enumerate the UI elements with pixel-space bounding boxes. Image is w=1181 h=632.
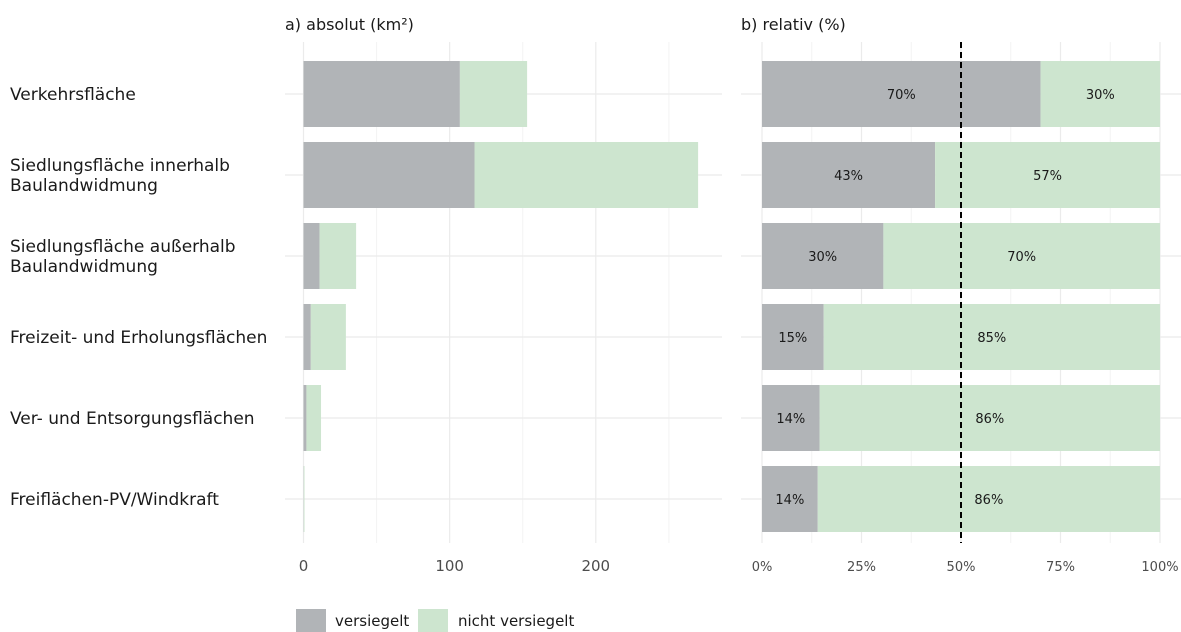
panel-b-bar-nicht-versiegelt xyxy=(1040,61,1160,127)
panel-b-x-tick-label: 100% xyxy=(1141,560,1178,575)
legend-swatch-versiegelt xyxy=(296,609,326,632)
panel-b-bar-versiegelt xyxy=(762,61,1041,127)
category-label: Siedlungsfläche innerhalb xyxy=(10,156,230,176)
panel-b-x-tick-label: 0% xyxy=(752,560,773,575)
category-label: Baulandwidmung xyxy=(10,257,158,277)
panel-a-bar-nicht-versiegelt xyxy=(474,142,699,208)
panel-a-bar-nicht-versiegelt xyxy=(306,385,322,451)
panel-a-x-tick-label: 200 xyxy=(581,557,610,575)
panel-a-title: a) absolut (km²) xyxy=(285,15,414,34)
panel-b-data-label-nicht-versiegelt: 57% xyxy=(1033,169,1062,184)
panel-b-bar-versiegelt xyxy=(762,385,820,451)
panel-b-x-tick-label: 25% xyxy=(847,560,876,575)
panel-b-x-ticks: 0% 25% 50% 75% 100% xyxy=(752,560,1179,575)
panel-b-x-tick-label: 50% xyxy=(947,560,976,575)
panel-b-bar-versiegelt xyxy=(762,466,818,532)
panel-b-data-label-nicht-versiegelt: 85% xyxy=(977,331,1006,346)
panel-a-bar-versiegelt xyxy=(303,61,460,127)
panel-a-bar-versiegelt xyxy=(303,223,320,289)
category-label: Siedlungsfläche außerhalb xyxy=(10,237,236,257)
panel-a-bar-versiegelt xyxy=(303,385,307,451)
panel-b-data-label-nicht-versiegelt: 30% xyxy=(1086,88,1115,103)
panel-b-data-label-nicht-versiegelt: 86% xyxy=(974,493,1003,508)
panel-b-data-label-nicht-versiegelt: 70% xyxy=(1007,250,1036,265)
panel-a-bar-nicht-versiegelt xyxy=(319,223,357,289)
panel-b-data-label-nicht-versiegelt: 86% xyxy=(975,412,1004,427)
panel-b-data-label-versiegelt: 14% xyxy=(776,412,805,427)
panel-b-bar-nicht-versiegelt xyxy=(883,223,1160,289)
panel-b-data-label-versiegelt: 70% xyxy=(887,88,916,103)
category-label: Baulandwidmung xyxy=(10,176,158,196)
panel-b-data-label-versiegelt: 43% xyxy=(834,169,863,184)
panel-a-bar-versiegelt xyxy=(303,304,311,370)
panel-a-bar-versiegelt xyxy=(303,142,475,208)
panel-b-data-label-versiegelt: 15% xyxy=(778,331,807,346)
panel-b-x-tick-label: 75% xyxy=(1046,560,1075,575)
panel-a-bar-nicht-versiegelt xyxy=(310,304,346,370)
panel-a-bar-nicht-versiegelt xyxy=(303,466,305,532)
panel-b-bar-nicht-versiegelt xyxy=(935,142,1160,208)
panel-b-data-label-versiegelt: 14% xyxy=(775,493,804,508)
panel-b-bar-versiegelt xyxy=(762,142,936,208)
category-label: Ver- und Entsorgungsflächen xyxy=(10,409,255,429)
legend-swatch-nicht-versiegelt xyxy=(418,609,448,632)
panel-b-data-labels: 70% 30% 43% 57% 30% 70% 15% 85% 14% 86% 14% 86% xyxy=(775,88,1114,508)
panel-b-bar-nicht-versiegelt xyxy=(823,304,1160,370)
panel-b-bar-versiegelt xyxy=(762,223,884,289)
panel-b-bar-nicht-versiegelt xyxy=(819,385,1160,451)
panel-b-bar-nicht-versiegelt xyxy=(817,466,1160,532)
category-label: Freizeit- und Erholungsflächen xyxy=(10,328,267,348)
legend: versiegelt nicht versiegelt xyxy=(296,609,574,632)
panel-a-x-tick-label: 100 xyxy=(435,557,464,575)
panel-a-bar-nicht-versiegelt xyxy=(459,61,528,127)
panel-b-data-label-versiegelt: 30% xyxy=(808,250,837,265)
legend-label-versiegelt: versiegelt xyxy=(335,612,409,630)
category-label: Verkehrsfläche xyxy=(10,85,136,105)
panel-a-x-tick-label: 0 xyxy=(299,557,309,575)
panel-a-x-ticks: 0 100 200 xyxy=(299,557,610,575)
panel-b-bars xyxy=(762,61,1160,532)
panel-b-bar-versiegelt xyxy=(762,304,824,370)
panel-a-bars xyxy=(303,61,699,532)
category-label: Freiflächen-PV/Windkraft xyxy=(10,490,219,510)
legend-label-nicht-versiegelt: nicht versiegelt xyxy=(458,612,574,630)
panel-b-title: b) relativ (%) xyxy=(741,15,846,34)
